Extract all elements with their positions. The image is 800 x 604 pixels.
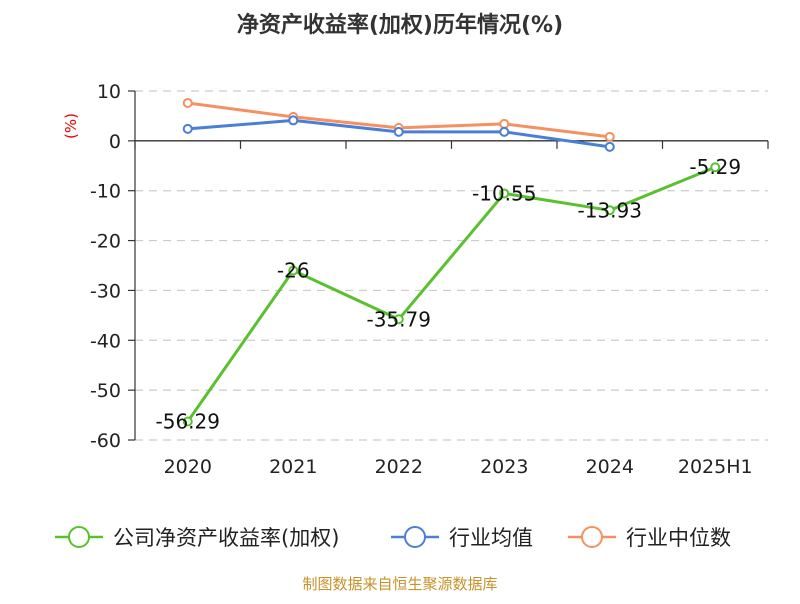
legend-label: 公司净资产收益率(加权)	[113, 526, 339, 550]
data-point	[710, 162, 721, 173]
data-point	[499, 188, 510, 199]
data-label: -35.79	[367, 307, 431, 331]
x-tick-label: 2020	[164, 456, 212, 478]
data-point	[499, 118, 510, 129]
legend: 公司净资产收益率(加权) 行业均值 行业中位数	[55, 526, 731, 550]
x-tick-label: 2022	[375, 456, 423, 478]
legend-item[interactable]: 公司净资产收益率(加权)	[55, 526, 339, 550]
data-point	[499, 126, 510, 137]
y-axis-unit-label: (%)	[62, 113, 80, 139]
data-point	[182, 97, 193, 108]
data-label: -5.29	[689, 155, 741, 179]
y-tick-label: -30	[90, 280, 121, 302]
y-tick-label: -20	[90, 231, 121, 253]
source-note: 制图数据来自恒生聚源数据库	[302, 575, 497, 593]
legend-label: 行业中位数	[626, 526, 731, 550]
legend-marker	[581, 526, 603, 548]
data-label: -56.29	[156, 410, 220, 434]
series-line	[186, 165, 717, 424]
data-point	[604, 131, 615, 142]
data-point	[604, 141, 615, 152]
data-point	[182, 123, 193, 134]
x-tick-label: 2025H1	[678, 456, 753, 478]
data-label: -26	[277, 258, 310, 282]
x-tick-label: 2023	[480, 456, 528, 478]
legend-item[interactable]: 行业中位数	[568, 526, 731, 550]
data-point	[288, 265, 299, 276]
legend-marker	[404, 526, 426, 548]
data-point	[393, 126, 404, 137]
y-tick-label: -40	[90, 330, 121, 352]
x-tick-label: 2021	[269, 456, 317, 478]
data-point	[604, 205, 615, 216]
data-point	[393, 314, 404, 325]
y-tick-label: 0	[109, 131, 121, 153]
y-tick-label: 10	[97, 81, 121, 103]
legend-item[interactable]: 行业均值	[391, 526, 533, 550]
legend-label: 行业均值	[449, 526, 533, 550]
series-layer	[182, 97, 721, 427]
y-tick-label: -10	[90, 181, 121, 203]
data-label: -13.93	[578, 198, 642, 222]
y-tick-label: -50	[90, 380, 121, 402]
chart-title: 净资产收益率(加权)历年情况(%)	[237, 12, 563, 38]
data-label-layer: -56.29 -26 -35.79 -10.55 -13.93 -5.29	[156, 155, 742, 433]
grid-layer	[135, 90, 768, 441]
y-tick-label: -60	[90, 430, 121, 452]
data-label: -10.55	[472, 181, 536, 205]
x-tick-label: 2024	[586, 456, 634, 478]
data-point	[182, 416, 193, 427]
data-point	[288, 115, 299, 126]
axis-layer: 10 0 -10 -20 -30 -40 -50 -60 2020 2021 2022 2023 202…	[90, 81, 769, 478]
legend-marker	[68, 526, 90, 548]
